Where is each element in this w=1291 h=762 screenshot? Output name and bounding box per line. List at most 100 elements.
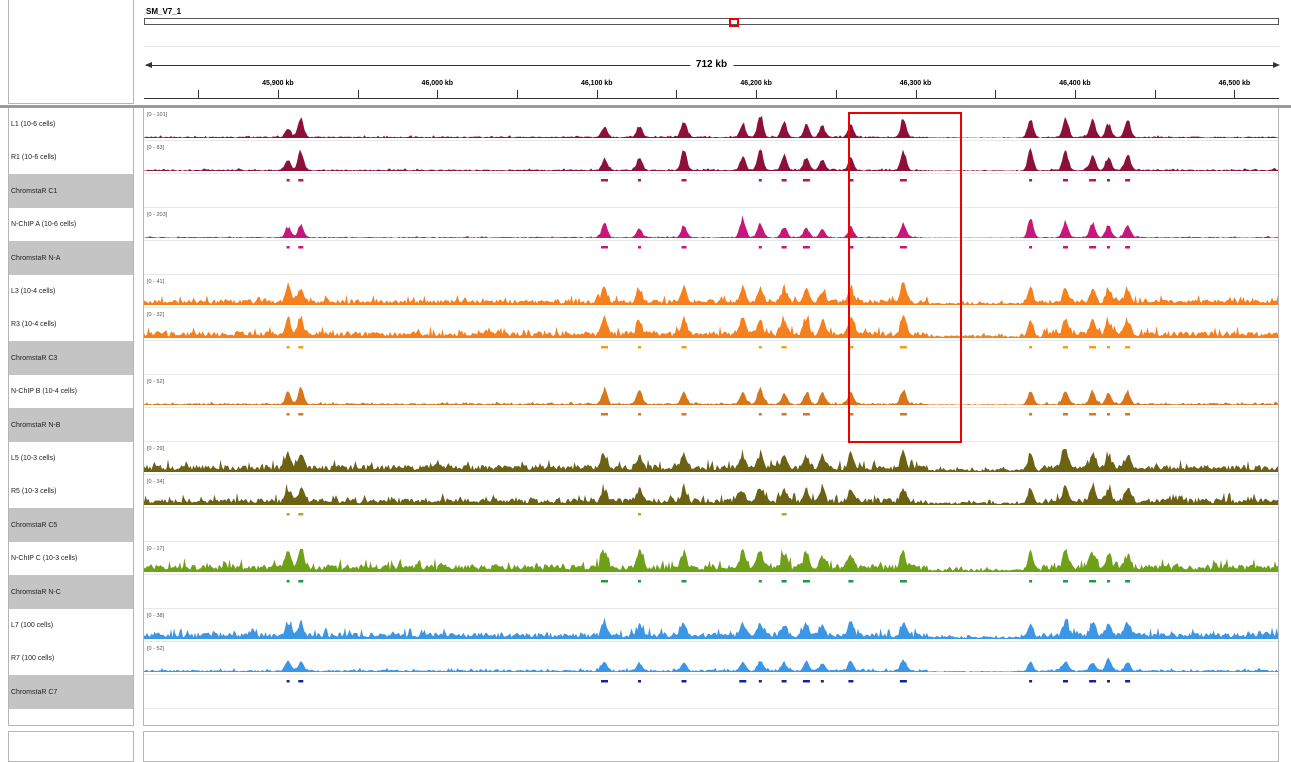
peak-call-mark [899, 580, 907, 583]
peak-track-name[interactable]: ChromstaR C7 [9, 675, 133, 709]
signal-track-name[interactable]: R1 (10-6 cells) [11, 154, 57, 161]
ruler-panel[interactable] [144, 0, 1291, 104]
span-arrow-right-icon [1273, 62, 1280, 68]
peak-call-mark [286, 413, 290, 416]
ruler-tick-label: 46,400 kb [1059, 80, 1091, 87]
peak-call-mark [298, 580, 304, 583]
peak-call-mark [286, 513, 290, 516]
peak-call-mark [802, 580, 810, 583]
peak-call-mark [758, 680, 762, 683]
feature-data-panel[interactable] [143, 731, 1279, 762]
peak-call-mark [298, 680, 304, 683]
signal-track-name[interactable]: L5 (10-3 cells) [11, 455, 56, 462]
peak-call-mark [1029, 246, 1033, 249]
peak-call-mark [758, 246, 762, 249]
ruler-tick [198, 90, 200, 98]
chromosome-name: SM_V7_1 [146, 7, 182, 16]
peak-call-mark [781, 346, 787, 349]
peak-call-mark [899, 179, 907, 182]
peak-call-mark [758, 580, 762, 583]
peak-call-mark [298, 513, 304, 516]
signal-track-coverage [144, 215, 1278, 238]
track-data-range: [0 - 203] [147, 212, 168, 218]
peak-call-mark [1029, 413, 1033, 416]
peak-call-mark [1029, 346, 1033, 349]
peak-call-mark [758, 346, 762, 349]
chromosome-ideogram[interactable] [144, 18, 1279, 25]
peak-call-mark [1029, 179, 1033, 182]
peak-call-mark [286, 246, 290, 249]
peak-track-name[interactable]: ChromstaR C5 [9, 508, 133, 542]
track-data-range: [0 - 101] [147, 112, 168, 118]
peak-call-mark [899, 413, 907, 416]
peak-track-name[interactable]: ChromstaR N-C [9, 575, 133, 609]
peak-call-mark [638, 346, 641, 349]
ruler-tick [676, 90, 678, 98]
signal-track-name[interactable]: N-ChIP C (10-3 cells) [11, 555, 78, 562]
signal-track-coverage [144, 116, 1278, 138]
peak-call-mark [1029, 580, 1033, 583]
signal-track-coverage [144, 386, 1278, 405]
peak-call-mark [1089, 246, 1097, 249]
signal-track-name[interactable]: R5 (10-3 cells) [11, 488, 57, 495]
peak-call-mark [681, 680, 687, 683]
peak-call-mark [820, 680, 824, 683]
peak-call-mark [1063, 246, 1068, 249]
peak-call-mark [802, 246, 810, 249]
signal-track-name[interactable]: R3 (10-4 cells) [11, 321, 57, 328]
peak-track-name[interactable]: ChromstaR N-A [9, 241, 133, 275]
track-data-panel[interactable]: [0 - 101] [0 - 83] [0 - 203] [0 - 41] [0 - 3… [143, 108, 1279, 726]
region-of-interest-box[interactable] [848, 112, 962, 443]
peak-call-mark [638, 680, 641, 683]
ruler-tick-label: 46,000 kb [421, 80, 454, 87]
peak-track-name[interactable]: ChromstaR C1 [9, 174, 133, 208]
peak-track-name[interactable]: ChromstaR C3 [9, 341, 133, 375]
track-data-range: [0 - 52] [147, 379, 165, 385]
track-data-range: [0 - 38] [147, 613, 165, 619]
peak-call-mark [781, 413, 787, 416]
peak-call-mark [781, 246, 787, 249]
signal-track-name[interactable]: L7 (100 cells) [11, 622, 54, 629]
ideogram-current-region-box [729, 18, 739, 27]
peak-call-mark [899, 680, 907, 683]
peak-call-mark [1063, 179, 1068, 182]
panel-divider[interactable] [0, 105, 1291, 108]
ruler-tick [437, 90, 439, 98]
signal-track-name[interactable]: L3 (10-4 cells) [11, 288, 56, 295]
ruler-tick-label: 45,900 kb [262, 80, 294, 87]
peak-call-mark [1107, 580, 1110, 583]
signal-track-coverage [144, 449, 1278, 472]
ruler-tick-label: 46,200 kb [740, 80, 772, 87]
peak-call-mark [848, 179, 854, 182]
peak-call-mark [848, 346, 854, 349]
signal-track-coverage [144, 549, 1278, 572]
peak-call-mark [758, 413, 762, 416]
peak-call-mark [802, 413, 810, 416]
peak-call-mark [848, 246, 854, 249]
peak-call-mark [601, 179, 608, 182]
ruler-tick [835, 90, 837, 98]
track-data-range: [0 - 83] [147, 145, 165, 151]
peak-call-mark [286, 179, 290, 182]
peak-call-mark [601, 680, 608, 683]
track-data-range: [0 - 32] [147, 312, 165, 318]
peak-track-name[interactable]: ChromstaR N-B [9, 408, 133, 442]
peak-call-mark [1125, 246, 1131, 249]
peak-call-mark [1107, 413, 1110, 416]
signal-track-coverage [144, 315, 1278, 338]
peak-call-mark [848, 680, 854, 683]
peak-call-mark [1107, 179, 1110, 182]
span-label: 712 kb [689, 59, 734, 70]
track-data-range: [0 - 34] [147, 479, 165, 485]
peak-call-mark [1125, 413, 1131, 416]
peak-call-mark [899, 246, 907, 249]
peak-call-mark [601, 413, 608, 416]
peak-call-mark [638, 413, 641, 416]
peak-call-mark [681, 346, 687, 349]
signal-track-name[interactable]: N-ChIP A (10-6 cells) [11, 221, 77, 228]
signal-track-name[interactable]: L1 (10-6 cells) [11, 121, 56, 128]
peak-call-mark [802, 179, 810, 182]
signal-track-name[interactable]: N-ChIP B (10-4 cells) [11, 388, 78, 395]
signal-track-name[interactable]: R7 (100 cells) [11, 655, 55, 662]
peak-call-mark [758, 179, 762, 182]
